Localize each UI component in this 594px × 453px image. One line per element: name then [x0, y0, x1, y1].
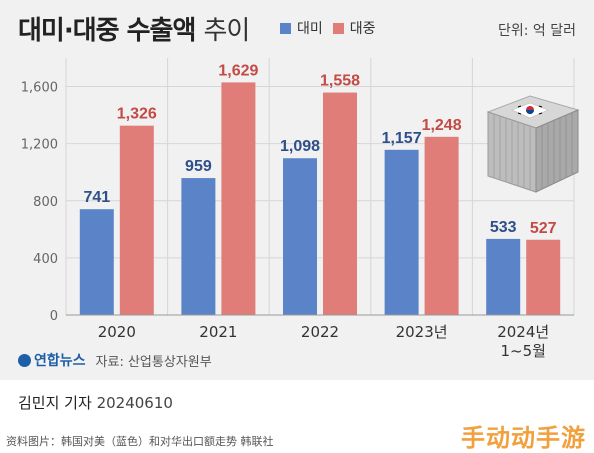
- bar-value-label: 1,098: [280, 138, 320, 155]
- bar-value-label: 1,558: [320, 73, 360, 90]
- bar-us: [283, 158, 317, 315]
- x-category-label: 1~5월: [500, 342, 545, 360]
- bar-value-label: 1,157: [382, 130, 422, 147]
- y-tick-label: 1,200: [21, 138, 58, 153]
- title-light: 추이: [203, 16, 250, 46]
- y-tick-label: 800: [33, 195, 58, 210]
- bar-china: [221, 82, 256, 315]
- bar-china: [424, 136, 459, 315]
- byline: 김민지 기자 20240610: [18, 392, 173, 413]
- chart-title: 대미·대중 수출액 추이: [18, 10, 250, 47]
- bar-value-label: 1,326: [117, 106, 157, 123]
- y-tick-label: 0: [50, 309, 58, 324]
- title-bold: 대미·대중 수출액: [18, 16, 196, 46]
- y-tick-label: 400: [33, 252, 58, 267]
- bar-value-label: 1,629: [218, 62, 258, 79]
- byline-date: 20240610: [96, 394, 173, 412]
- source-label: 자료: 산업통상자원부: [95, 354, 212, 370]
- logo-text: 연합뉴스: [34, 353, 86, 369]
- bar-us: [486, 238, 521, 315]
- legend-swatch-china: [332, 22, 344, 34]
- image-caption: 资料图片：韩国对美（蓝色）和对华出口额走势 韩联社: [6, 435, 274, 448]
- container-with-korean-flag-icon: [486, 95, 580, 193]
- y-tick-label: 1,600: [21, 81, 58, 96]
- bar-value-label: 527: [530, 220, 557, 237]
- x-category-label: 2021: [199, 323, 237, 341]
- bar-value-label: 533: [490, 219, 517, 236]
- bar-china: [119, 125, 154, 315]
- legend-label-us: 대미: [297, 21, 323, 37]
- bar-us: [181, 178, 216, 315]
- yonhap-logo: 연합뉴스: [18, 350, 86, 370]
- x-category-label: 2022: [301, 323, 339, 341]
- bar-value-label: 1,248: [422, 117, 462, 134]
- chart-legend: 대미 대중: [280, 18, 376, 38]
- bar-value-label: 741: [83, 189, 110, 206]
- bar-value-label: 959: [185, 158, 212, 175]
- bar-china: [526, 239, 561, 315]
- legend-label-china: 대중: [349, 21, 376, 37]
- bar-china: [323, 92, 357, 316]
- logo-mark-icon: [18, 353, 31, 367]
- byline-name: 김민지 기자: [18, 394, 92, 412]
- bar-chart: 0 400 800 1,200 1,600 741 1,326 2020 959 1,629 202…: [21, 58, 580, 360]
- bar-us: [79, 209, 114, 315]
- unit-label: 단위: 억 달러: [497, 23, 576, 39]
- x-category-label: 2020: [98, 323, 136, 341]
- x-category-label: 2024년: [497, 323, 549, 341]
- bar-us: [384, 149, 419, 315]
- source-row: 연합뉴스 자료: 산업통상자원부: [18, 350, 212, 370]
- watermark: 手动动手游: [461, 424, 586, 452]
- chart-card: 대미·대중 수출액 추이 대미 대중 단위: 억 달러 0 400 800 1,200…: [0, 0, 594, 380]
- legend-swatch-us: [280, 22, 291, 34]
- x-category-label: 2023년: [396, 323, 448, 341]
